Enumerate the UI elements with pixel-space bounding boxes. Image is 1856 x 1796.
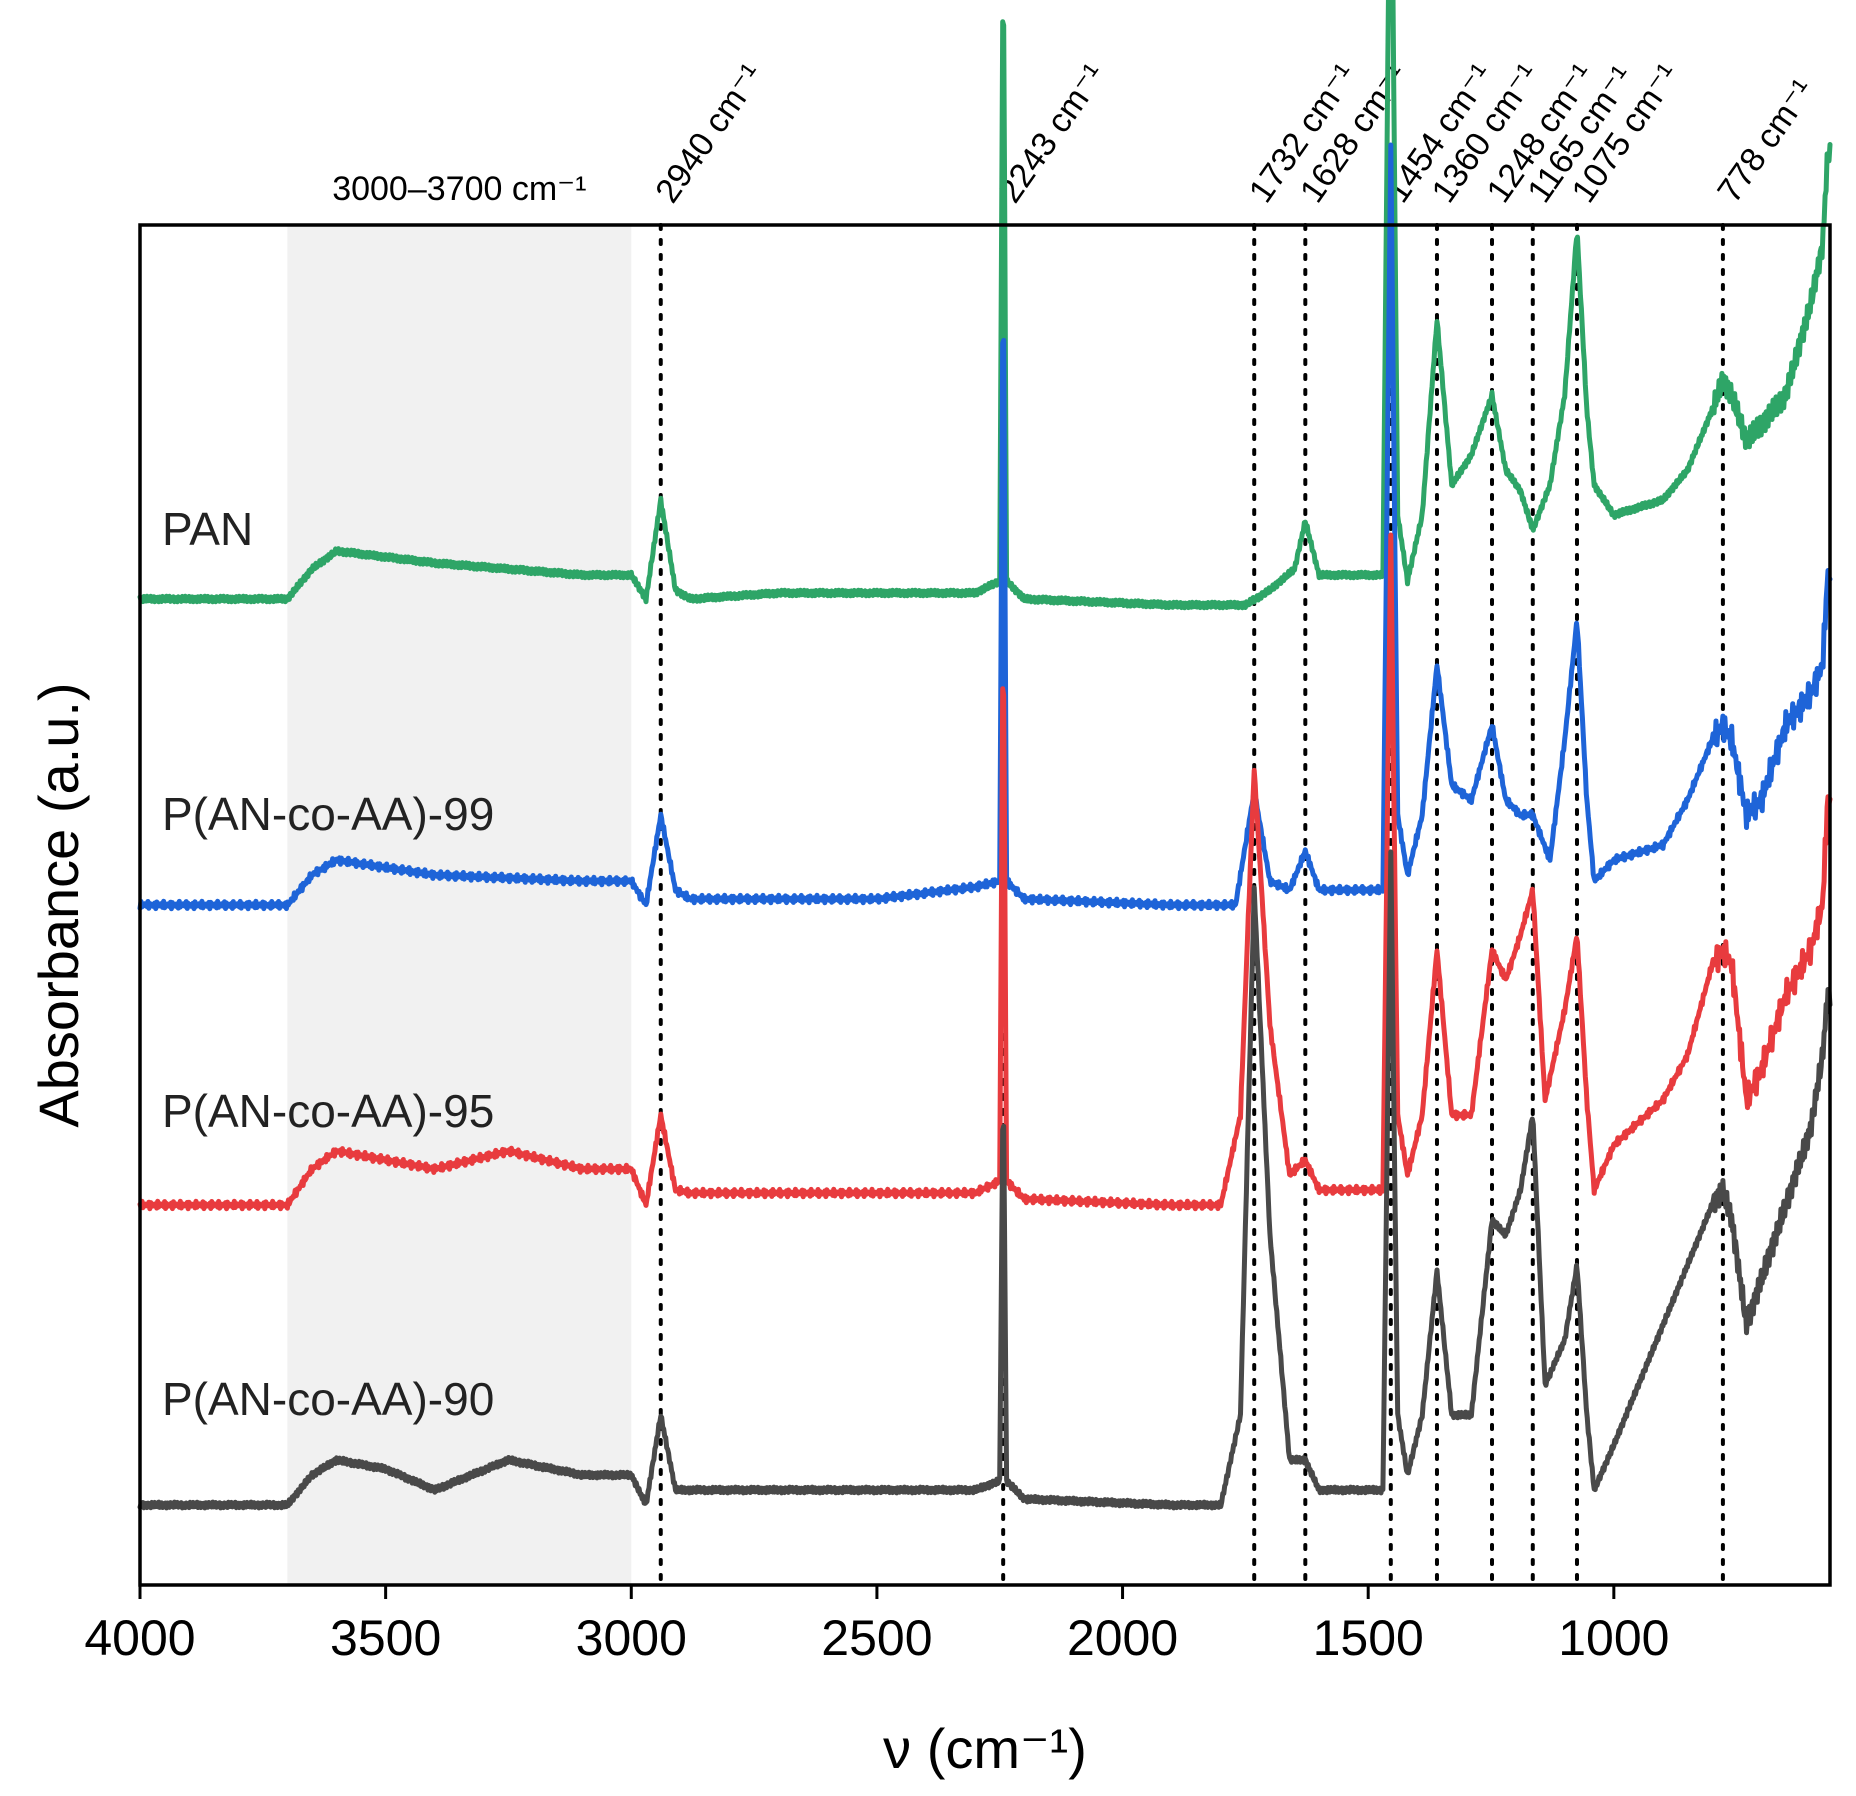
x-tick-label-2500: 2500 <box>821 1610 932 1666</box>
series-labels: PAN P(AN-co-AA)-99 P(AN-co-AA)-95 P(AN-co-A… <box>162 503 494 1425</box>
spectrum-line-3 <box>137 849 1833 1511</box>
shaded-region-label: 3000–3700 cm⁻¹ <box>332 170 586 208</box>
series-label-0: PAN <box>162 503 253 555</box>
series-label-2: P(AN-co-AA)-95 <box>162 1085 494 1137</box>
y-axis-title: Absorbance (a.u.) <box>27 682 90 1127</box>
peak-label-2243: 2243 cm⁻¹ <box>991 57 1114 210</box>
peak-label-778: 778 cm⁻¹ <box>1710 72 1822 209</box>
x-tick-label-4000: 4000 <box>84 1610 195 1666</box>
plot-frame <box>138 223 1832 1587</box>
x-tick-label-2000: 2000 <box>1067 1610 1178 1666</box>
spectrum-line-1 <box>137 142 1833 912</box>
x-tick-label-3000: 3000 <box>576 1610 687 1666</box>
peak-label-2940: 2940 cm⁻¹ <box>648 57 771 210</box>
x-axis-title: ν (cm⁻¹) <box>883 1717 1087 1780</box>
spectra <box>137 0 1833 1511</box>
series-label-3: P(AN-co-AA)-90 <box>162 1373 494 1425</box>
x-axis-ticks <box>138 1585 1616 1599</box>
x-tick-label-3500: 3500 <box>330 1610 441 1666</box>
x-tick-label-1000: 1000 <box>1558 1610 1669 1666</box>
spectrum-line-2 <box>137 532 1833 1212</box>
shaded-region <box>287 225 632 1585</box>
spectrum-line-0 <box>137 0 1833 611</box>
series-label-1: P(AN-co-AA)-99 <box>162 788 494 840</box>
x-axis-tick-labels: 4000 3500 3000 2500 2000 1500 1000 <box>84 1610 1669 1666</box>
x-tick-label-1500: 1500 <box>1313 1610 1424 1666</box>
